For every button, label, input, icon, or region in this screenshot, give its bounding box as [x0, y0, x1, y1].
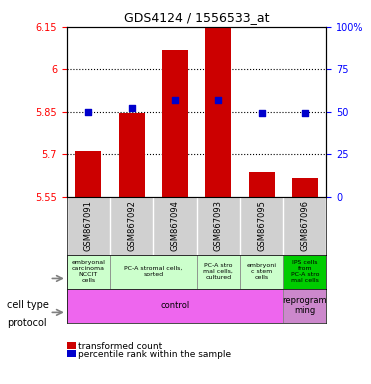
- Text: GSM867092: GSM867092: [127, 200, 136, 251]
- Text: control: control: [160, 301, 190, 310]
- Text: embryonal
carcinoma
NCCIT
cells: embryonal carcinoma NCCIT cells: [72, 260, 105, 283]
- FancyBboxPatch shape: [67, 289, 283, 323]
- FancyBboxPatch shape: [283, 255, 326, 289]
- Text: embryoni
c stem
cells: embryoni c stem cells: [247, 263, 276, 280]
- FancyBboxPatch shape: [283, 289, 326, 323]
- Text: PC-A stromal cells,
sorted: PC-A stromal cells, sorted: [124, 266, 183, 277]
- Point: [172, 97, 178, 103]
- Text: GSM867094: GSM867094: [171, 200, 180, 251]
- Text: GSM867093: GSM867093: [214, 200, 223, 251]
- FancyBboxPatch shape: [110, 255, 197, 289]
- FancyBboxPatch shape: [240, 255, 283, 289]
- Text: GSM867091: GSM867091: [84, 200, 93, 251]
- Bar: [292, 178, 318, 197]
- Point: [215, 97, 221, 103]
- FancyBboxPatch shape: [197, 255, 240, 289]
- Text: percentile rank within the sample: percentile rank within the sample: [78, 349, 231, 359]
- Bar: [162, 50, 188, 197]
- Text: IPS cells
from
PC-A stro
mal cells: IPS cells from PC-A stro mal cells: [290, 260, 319, 283]
- Text: GSM867096: GSM867096: [301, 200, 309, 251]
- Bar: [119, 113, 145, 197]
- Text: protocol: protocol: [7, 318, 47, 328]
- Title: GDS4124 / 1556533_at: GDS4124 / 1556533_at: [124, 11, 269, 24]
- Text: cell type: cell type: [7, 300, 49, 310]
- FancyBboxPatch shape: [67, 255, 110, 289]
- Point: [302, 110, 308, 116]
- Text: PC-A stro
mal cells,
cultured: PC-A stro mal cells, cultured: [203, 263, 233, 280]
- Point: [259, 110, 265, 116]
- Text: GSM867095: GSM867095: [257, 200, 266, 251]
- Text: reprogram
ming: reprogram ming: [283, 296, 327, 315]
- Point: [129, 105, 135, 111]
- Text: transformed count: transformed count: [78, 342, 162, 351]
- Bar: [75, 151, 101, 197]
- Point: [85, 109, 91, 115]
- Bar: [249, 172, 275, 197]
- Bar: [205, 28, 231, 197]
